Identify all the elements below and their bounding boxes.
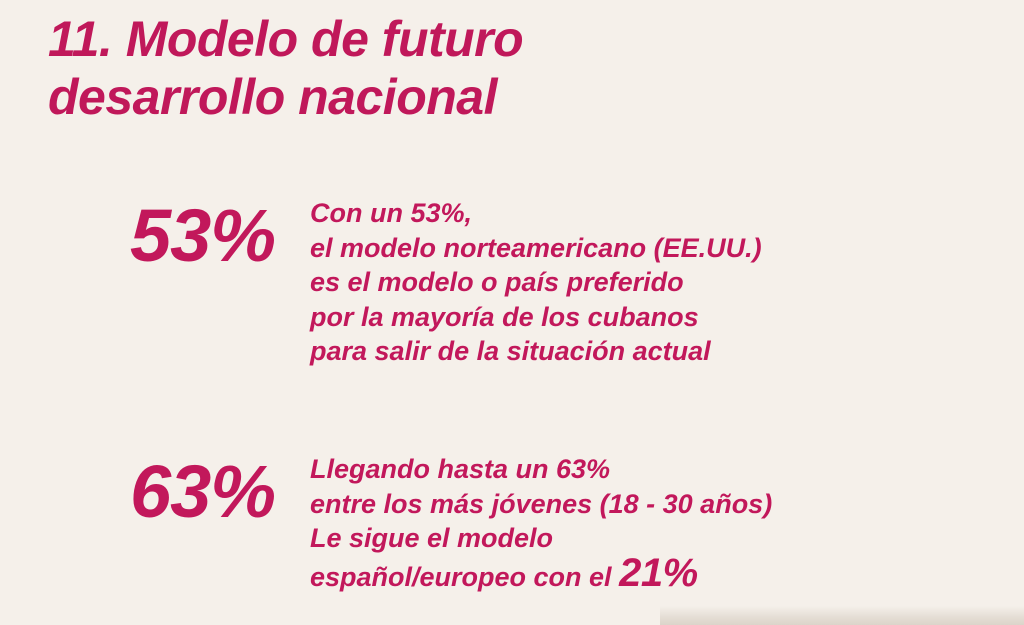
stat-line: el modelo norteamericano (EE.UU.) — [310, 232, 762, 263]
title-line-1: 11. Modelo de futuro — [48, 11, 524, 67]
stat-inline-value-21: 21% — [619, 550, 698, 595]
stat-line: Llegando hasta un 63% — [310, 454, 611, 484]
stat-value-63: 63% — [130, 450, 276, 533]
stat-line: para salir de la situación actual — [310, 336, 711, 366]
stat-description-53: Con un 53%, el modelo norteamericano (EE… — [310, 196, 762, 369]
stat-value-53: 53% — [130, 194, 276, 277]
stat-description-63: Llegando hasta un 63% entre los más jóve… — [310, 452, 772, 594]
stat-line: Le sigue el modelo — [310, 523, 554, 553]
stat-line-prefix: español/europeo con el — [310, 561, 620, 592]
stat-line: por la mayoría de los cubanos — [310, 301, 699, 332]
stat-line: Con un 53%, — [310, 198, 473, 228]
stat-line: entre los más jóvenes (18 - 30 años) — [310, 488, 773, 519]
stat-line: es el modelo o país preferido — [310, 267, 684, 297]
stat-block-53: 53% Con un 53%, el modelo norteamericano… — [130, 196, 762, 369]
stat-block-63: 63% Llegando hasta un 63% entre los más … — [130, 452, 772, 594]
page-title: 11. Modelo de futuro desarrollo nacional — [48, 10, 524, 126]
stat-line-last: español/europeo con el 21% — [310, 553, 772, 595]
title-line-2: desarrollo nacional — [48, 69, 497, 125]
brush-stroke-decoration — [660, 606, 1024, 625]
